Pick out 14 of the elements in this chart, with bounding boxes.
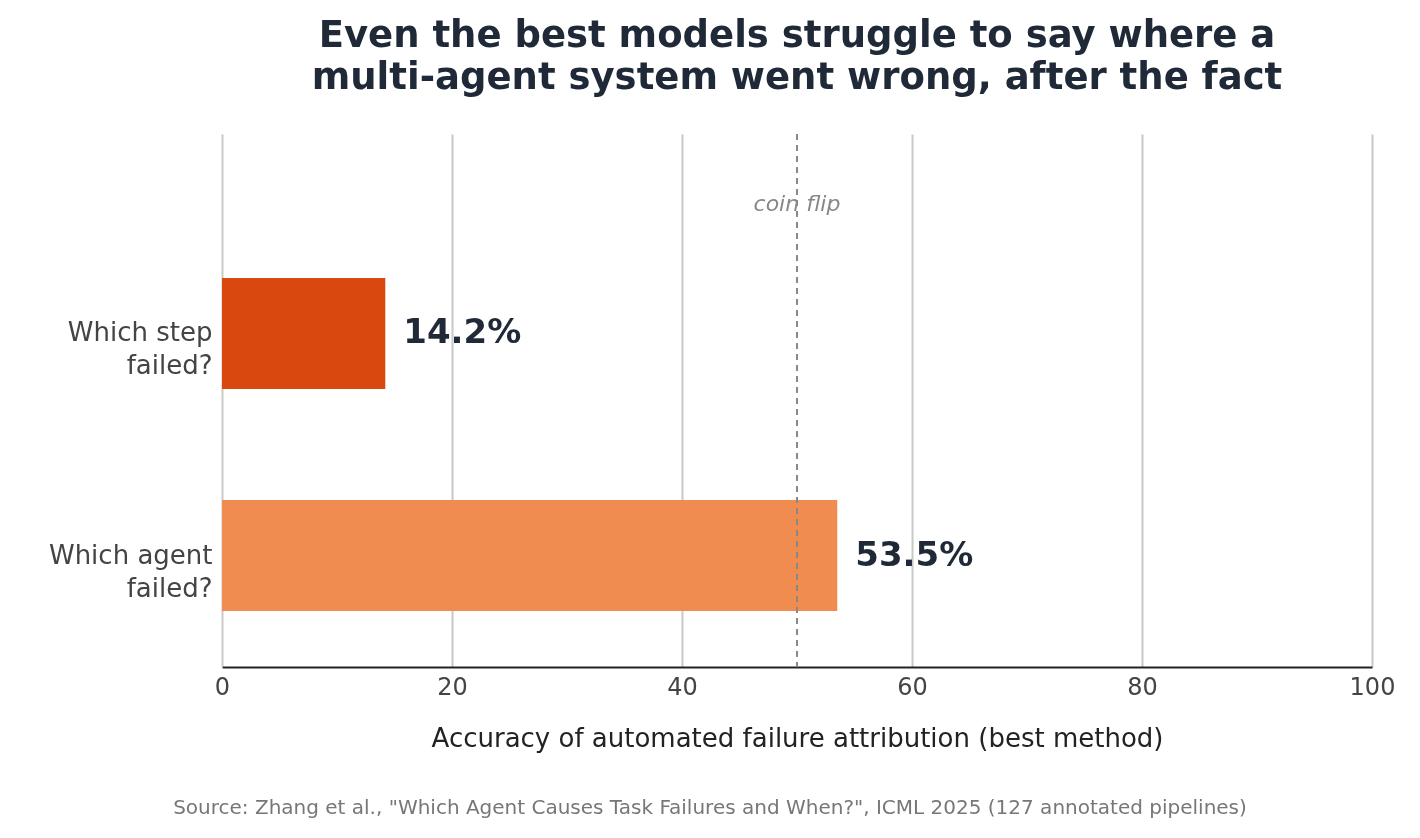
data-label: 53.5% <box>855 533 974 574</box>
x-axis-title: Accuracy of automated failure attribution (best method) <box>431 722 1164 753</box>
ref-line-label: coin flip <box>753 191 841 216</box>
x-tick-label: 80 <box>1127 672 1158 701</box>
x-tick-label: 0 <box>214 672 231 701</box>
data-label: 14.2% <box>403 311 522 352</box>
x-tick-label: 40 <box>667 672 698 701</box>
y-tick-label: Which agent failed? <box>48 539 213 603</box>
source-note: Source: Zhang et al., "Which Agent Causes Task Failures and When?", ICML 2025 (127 annotated pipelines) <box>172 795 1248 819</box>
x-tick-label: 60 <box>897 672 928 701</box>
x-tick-label: 100 <box>1349 672 1396 701</box>
x-tick-label: 20 <box>437 672 468 701</box>
y-tick-label: Which step failed? <box>67 317 213 381</box>
chart-title: Even the best models struggle to say where a multi-agent system went wrong, after the fact <box>311 13 1283 98</box>
